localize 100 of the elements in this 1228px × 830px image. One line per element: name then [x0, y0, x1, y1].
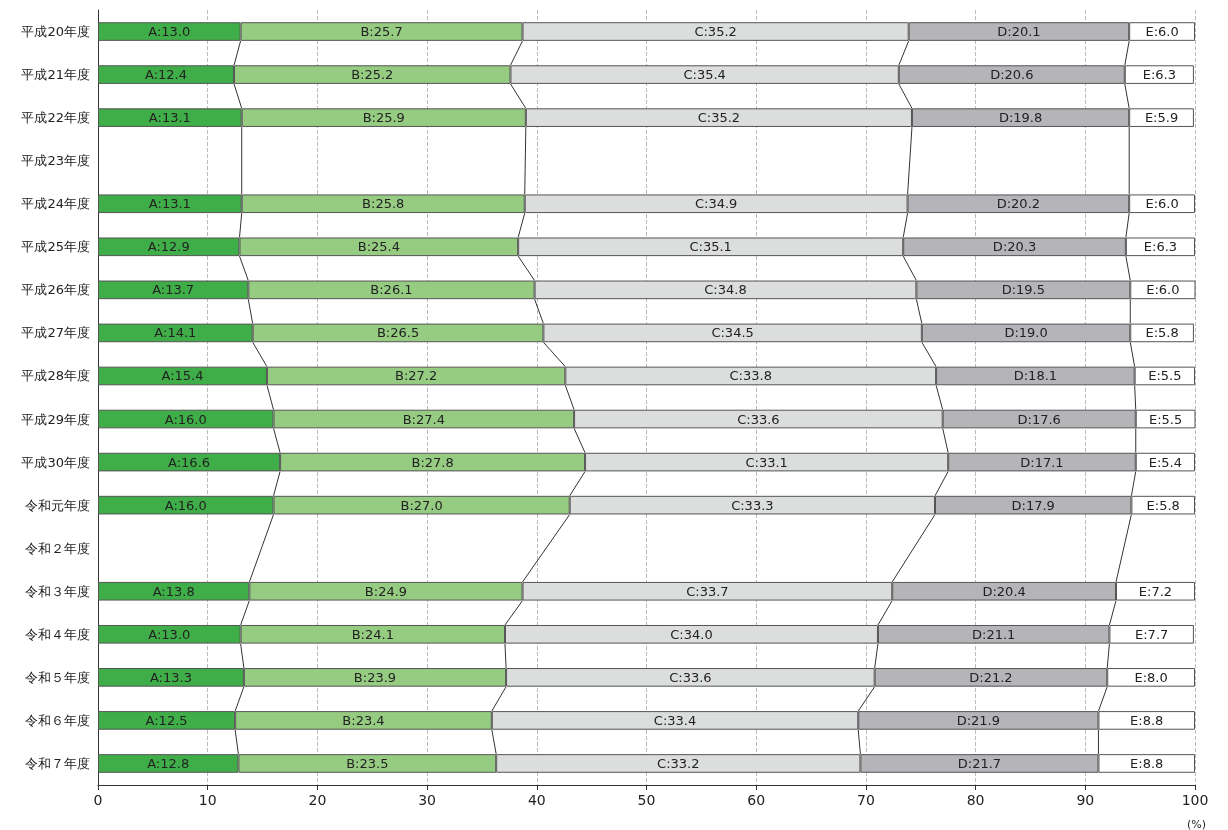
y-tick-label: 平成22年度: [21, 110, 90, 126]
data-label: C:33.8: [729, 368, 772, 384]
y-tick-label: 令和６年度: [25, 712, 90, 728]
data-label: D:17.9: [1011, 497, 1055, 513]
data-label: B:23.4: [342, 712, 385, 728]
data-label: B:23.5: [346, 755, 389, 771]
data-label: E:8.8: [1130, 755, 1164, 771]
y-tick-label: 令和２年度: [25, 540, 90, 556]
data-label: E:5.8: [1145, 325, 1179, 341]
data-label: D:20.6: [990, 67, 1034, 83]
y-tick-label: 令和元年度: [25, 497, 90, 513]
data-label: E:5.4: [1148, 454, 1183, 470]
data-label: D:17.1: [1020, 454, 1064, 470]
data-label: E:5.8: [1146, 497, 1180, 513]
data-label: D:20.3: [992, 239, 1037, 255]
y-tick-label: 平成23年度: [21, 153, 90, 169]
y-tick-label: 令和７年度: [25, 755, 90, 771]
x-tick-label: 70: [856, 792, 875, 808]
data-label: D:21.2: [969, 669, 1013, 685]
y-tick-label: 平成24年度: [21, 196, 90, 212]
data-label: B:27.0: [400, 497, 443, 513]
data-label: B:27.4: [402, 411, 445, 427]
data-label: B:25.4: [357, 239, 400, 255]
data-label: C:35.2: [694, 24, 737, 40]
x-tick-label: 60: [747, 792, 766, 808]
x-tick-label: 30: [418, 792, 437, 808]
data-label: D:17.6: [1017, 411, 1061, 427]
x-tick-label: 80: [966, 792, 985, 808]
data-label: D:20.2: [996, 196, 1041, 212]
data-label: A:15.4: [161, 368, 204, 384]
y-tick-label: 平成20年度: [21, 24, 90, 40]
y-tick-label: 平成25年度: [21, 239, 90, 255]
data-label: A:12.4: [145, 67, 188, 83]
data-label: C:33.6: [737, 411, 780, 427]
data-label: C:33.2: [657, 755, 700, 771]
data-label: E:6.0: [1146, 282, 1180, 298]
y-tick-label: 平成21年度: [21, 67, 90, 83]
data-label: A:13.7: [152, 282, 195, 298]
data-label: D:18.1: [1013, 368, 1058, 384]
data-label: E:6.0: [1145, 196, 1179, 212]
data-label: A:13.0: [148, 626, 191, 642]
data-label: A:12.9: [147, 239, 190, 255]
data-label: B:24.9: [364, 583, 408, 599]
x-tick-label: 50: [637, 792, 656, 808]
data-label: E:5.9: [1144, 110, 1179, 126]
data-label: E:8.0: [1134, 669, 1168, 685]
y-tick-label: 平成29年度: [21, 411, 90, 427]
x-tick-label: 40: [527, 792, 546, 808]
data-label: B:26.1: [370, 282, 413, 298]
data-label: A:13.1: [148, 196, 191, 212]
data-label: E:5.5: [1148, 368, 1182, 384]
data-label: E:7.7: [1135, 626, 1169, 642]
data-label: E:7.2: [1138, 583, 1173, 599]
data-label: D:19.5: [1001, 282, 1045, 298]
data-label: A:16.0: [164, 497, 207, 513]
data-label: D:20.4: [982, 583, 1026, 599]
data-label: C:35.1: [689, 239, 732, 255]
data-label: E:6.3: [1142, 67, 1176, 83]
x-axis-title: (%): [1187, 818, 1207, 830]
data-label: A:16.6: [168, 454, 211, 470]
y-tick-label: 平成30年度: [21, 454, 90, 470]
data-label: B:25.7: [360, 24, 403, 40]
data-label: B:25.2: [351, 67, 394, 83]
data-label: D:20.1: [997, 24, 1041, 40]
y-tick-label: 平成27年度: [21, 325, 90, 341]
data-label: A:12.8: [147, 755, 190, 771]
data-label: B:24.1: [351, 626, 394, 642]
x-tick-label: 90: [1076, 792, 1095, 808]
x-tick-label: 100: [1181, 792, 1209, 808]
data-label: A:13.1: [148, 110, 191, 126]
data-label: B:25.8: [362, 196, 405, 212]
x-tick-label: 10: [198, 792, 217, 808]
y-tick-label: 令和５年度: [25, 669, 90, 685]
data-label: D:21.7: [957, 755, 1002, 771]
x-tick-label: 20: [308, 792, 327, 808]
y-tick-label: 平成26年度: [21, 282, 90, 298]
data-label: B:25.9: [362, 110, 405, 126]
data-label: D:19.0: [1004, 325, 1048, 341]
data-label: A:16.0: [164, 411, 207, 427]
data-label: C:33.4: [653, 712, 697, 728]
data-label: A:12.5: [145, 712, 188, 728]
data-label: A:13.0: [148, 24, 191, 40]
data-label: A:14.1: [154, 325, 197, 341]
data-label: E:6.3: [1143, 239, 1178, 255]
data-label: D:21.1: [972, 626, 1016, 642]
x-tick-label: 0: [93, 792, 103, 808]
data-label: C:34.8: [704, 282, 747, 298]
data-label: B:26.5: [376, 325, 420, 341]
data-label: C:33.6: [669, 669, 712, 685]
data-label: C:34.9: [694, 196, 738, 212]
data-label: B:27.2: [395, 368, 438, 384]
y-tick-label: 平成28年度: [21, 368, 90, 384]
data-label: E:6.0: [1145, 24, 1179, 40]
data-label: C:34.0: [670, 626, 713, 642]
data-label: A:13.8: [152, 583, 195, 599]
data-label: D:19.8: [998, 110, 1043, 126]
y-tick-label: 令和４年度: [25, 626, 90, 642]
data-label: C:35.4: [683, 67, 726, 83]
data-label: C:33.7: [686, 583, 729, 599]
data-label: A:13.3: [149, 669, 192, 685]
